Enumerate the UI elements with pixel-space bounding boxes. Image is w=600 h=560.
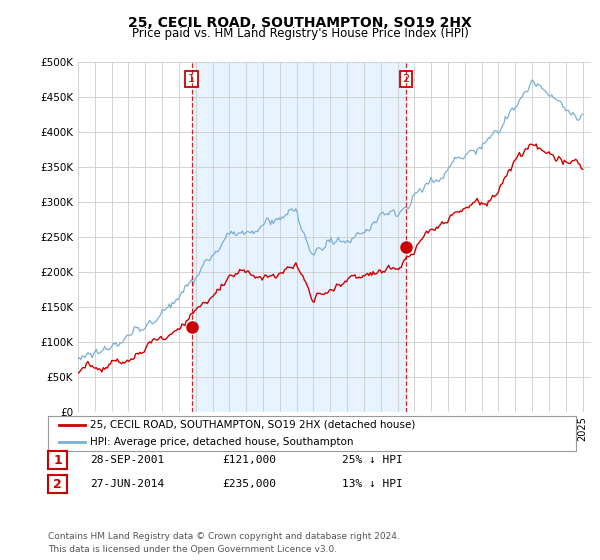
Text: HPI: Average price, detached house, Southampton: HPI: Average price, detached house, Sout… bbox=[90, 437, 354, 447]
Text: 28-SEP-2001: 28-SEP-2001 bbox=[90, 455, 164, 465]
Text: 1: 1 bbox=[53, 454, 62, 467]
Bar bbox=[191, 62, 406, 412]
Text: 1: 1 bbox=[188, 74, 195, 84]
Text: 25% ↓ HPI: 25% ↓ HPI bbox=[342, 455, 403, 465]
Text: 13% ↓ HPI: 13% ↓ HPI bbox=[342, 479, 403, 489]
Text: 2: 2 bbox=[53, 478, 62, 491]
Text: £235,000: £235,000 bbox=[222, 479, 276, 489]
Text: 25, CECIL ROAD, SOUTHAMPTON, SO19 2HX (detached house): 25, CECIL ROAD, SOUTHAMPTON, SO19 2HX (d… bbox=[90, 420, 416, 430]
Text: Contains HM Land Registry data © Crown copyright and database right 2024.
This d: Contains HM Land Registry data © Crown c… bbox=[48, 532, 400, 553]
Text: 27-JUN-2014: 27-JUN-2014 bbox=[90, 479, 164, 489]
Text: 2: 2 bbox=[403, 74, 410, 84]
Text: £121,000: £121,000 bbox=[222, 455, 276, 465]
Text: Price paid vs. HM Land Registry's House Price Index (HPI): Price paid vs. HM Land Registry's House … bbox=[131, 27, 469, 40]
Text: 25, CECIL ROAD, SOUTHAMPTON, SO19 2HX: 25, CECIL ROAD, SOUTHAMPTON, SO19 2HX bbox=[128, 16, 472, 30]
